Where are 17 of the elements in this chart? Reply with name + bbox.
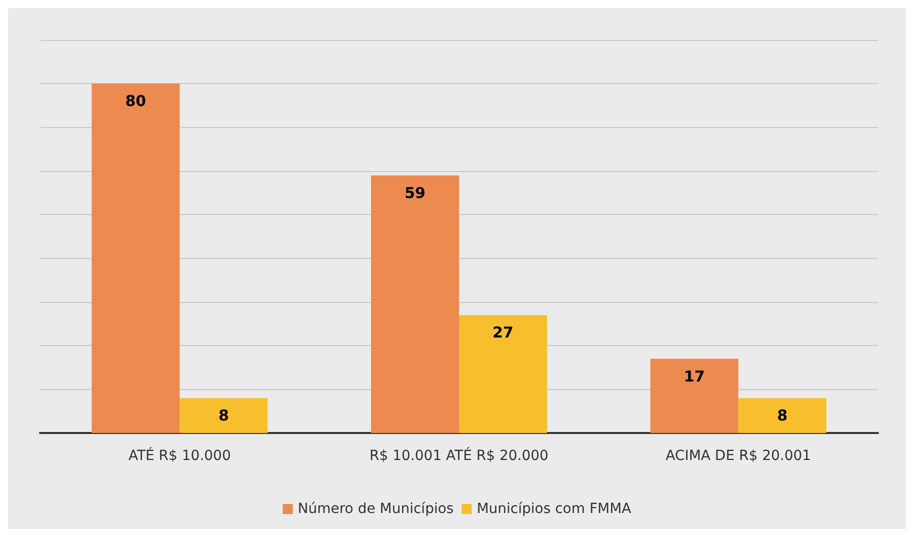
bar [650, 358, 738, 433]
data-label: 80 [125, 92, 146, 110]
x-tick-label: ACIMA DE R$ 20.001 [666, 448, 812, 464]
data-label: 27 [492, 324, 514, 342]
bar [371, 175, 459, 433]
bar [738, 398, 826, 433]
data-label: 8 [218, 406, 229, 425]
data-label: 59 [404, 184, 426, 202]
data-label: 17 [684, 367, 705, 386]
data-label: 8 [777, 406, 788, 425]
bar [459, 315, 547, 433]
legend-label: Municípios com FMMA [476, 501, 632, 517]
bar [92, 84, 180, 433]
x-tick-label: R$ 10.001 ATÉ R$ 20.000 [370, 447, 548, 464]
x-tick-label: ATÉ R$ 10.000 [128, 447, 231, 464]
legend-label: Número de Municípios [298, 501, 454, 517]
bar [180, 398, 268, 433]
